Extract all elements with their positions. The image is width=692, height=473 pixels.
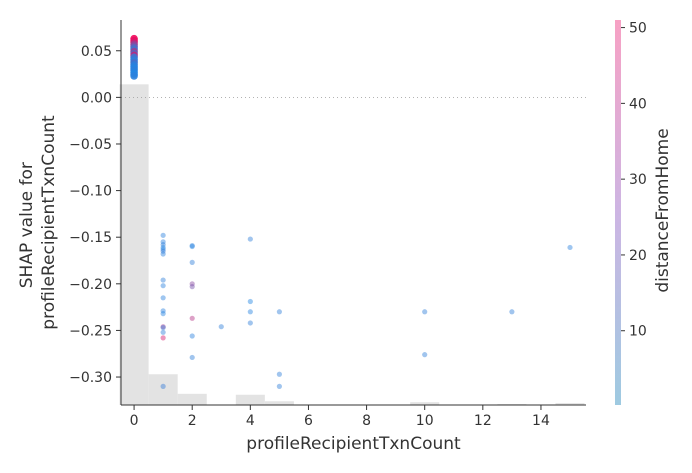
data-point xyxy=(160,248,166,254)
data-point xyxy=(422,309,428,315)
y-axis-label: SHAP value for profileRecipientTxnCount xyxy=(17,115,59,330)
x-tick-label: 10 xyxy=(416,413,434,429)
colorbar: 10 20 30 40 50 distanceFromHome xyxy=(615,20,673,405)
histogram-bar xyxy=(555,403,585,405)
colorbar-tick-label: 30 xyxy=(629,172,647,188)
data-point xyxy=(160,295,166,301)
y-tick-label: −0.05 xyxy=(69,137,112,153)
x-tick-label: 8 xyxy=(362,413,371,429)
histogram-bar xyxy=(148,374,178,405)
data-point xyxy=(160,251,166,257)
data-points xyxy=(130,34,573,389)
data-point xyxy=(160,246,166,252)
data-point xyxy=(130,72,138,80)
data-point xyxy=(189,333,195,339)
data-point xyxy=(160,311,166,317)
x-tick-label: 12 xyxy=(474,413,492,429)
y-tick-label: −0.30 xyxy=(69,370,112,386)
y-tick-label: 0.05 xyxy=(81,44,112,60)
data-point xyxy=(189,354,195,361)
y-axis-label-line-1: SHAP value for xyxy=(17,162,37,288)
y-tick-label: −0.25 xyxy=(69,323,112,339)
data-point xyxy=(247,320,253,326)
data-point xyxy=(160,242,166,248)
data-point xyxy=(160,308,166,314)
histogram-bar xyxy=(264,401,294,405)
histogram-bar xyxy=(235,394,265,405)
data-point xyxy=(189,281,195,287)
data-point xyxy=(276,383,282,389)
data-point xyxy=(160,244,166,251)
data-point xyxy=(160,329,166,335)
x-tick-label: 14 xyxy=(532,413,550,429)
data-point xyxy=(247,236,253,242)
data-point xyxy=(160,383,166,389)
colorbar-tick-label: 40 xyxy=(629,96,647,112)
data-point xyxy=(189,284,195,290)
histogram-bar xyxy=(177,393,207,405)
data-point xyxy=(160,283,166,289)
data-point xyxy=(422,352,428,358)
data-point xyxy=(276,309,282,315)
y-axis-label-line-2: profileRecipientTxnCount xyxy=(39,115,59,330)
y-axis-ticks: 0.05 0.00 −0.05 −0.10 −0.15 −0.20 −0.25 −0.30 xyxy=(69,44,121,386)
data-point xyxy=(160,277,166,283)
colorbar-gradient xyxy=(615,20,621,405)
data-point xyxy=(189,243,195,250)
y-tick-label: −0.10 xyxy=(69,184,112,200)
data-point xyxy=(160,324,166,330)
y-tick-label: −0.20 xyxy=(69,277,112,293)
data-point xyxy=(247,309,253,315)
data-point xyxy=(509,309,515,315)
data-point xyxy=(189,259,195,265)
data-point xyxy=(247,298,253,305)
data-point xyxy=(160,232,166,238)
data-point xyxy=(189,242,195,249)
colorbar-ticks: 10 20 30 40 50 xyxy=(621,21,647,340)
histogram-bar xyxy=(119,84,149,406)
y-tick-label: 0.00 xyxy=(81,90,112,106)
x-tick-label: 6 xyxy=(304,413,313,429)
histogram xyxy=(119,84,585,406)
x-tick-label: 2 xyxy=(188,413,197,429)
y-tick-label: −0.15 xyxy=(69,230,112,246)
data-point xyxy=(160,325,166,331)
data-point xyxy=(567,244,573,251)
data-point xyxy=(189,315,195,321)
colorbar-label: distanceFromHome xyxy=(653,128,673,292)
x-tick-label: 0 xyxy=(130,413,139,429)
histogram-bar xyxy=(410,402,440,405)
colorbar-tick-label: 10 xyxy=(629,324,647,340)
colorbar-tick-label: 20 xyxy=(629,248,647,264)
x-axis-ticks: 0 2 4 6 8 10 12 14 xyxy=(130,405,550,429)
data-point xyxy=(218,324,224,330)
data-point xyxy=(160,335,166,341)
x-axis-label: profileRecipientTxnCount xyxy=(246,434,461,454)
data-point xyxy=(160,239,166,245)
data-point xyxy=(276,371,282,377)
colorbar-tick-label: 50 xyxy=(629,21,647,37)
x-tick-label: 4 xyxy=(246,413,255,429)
